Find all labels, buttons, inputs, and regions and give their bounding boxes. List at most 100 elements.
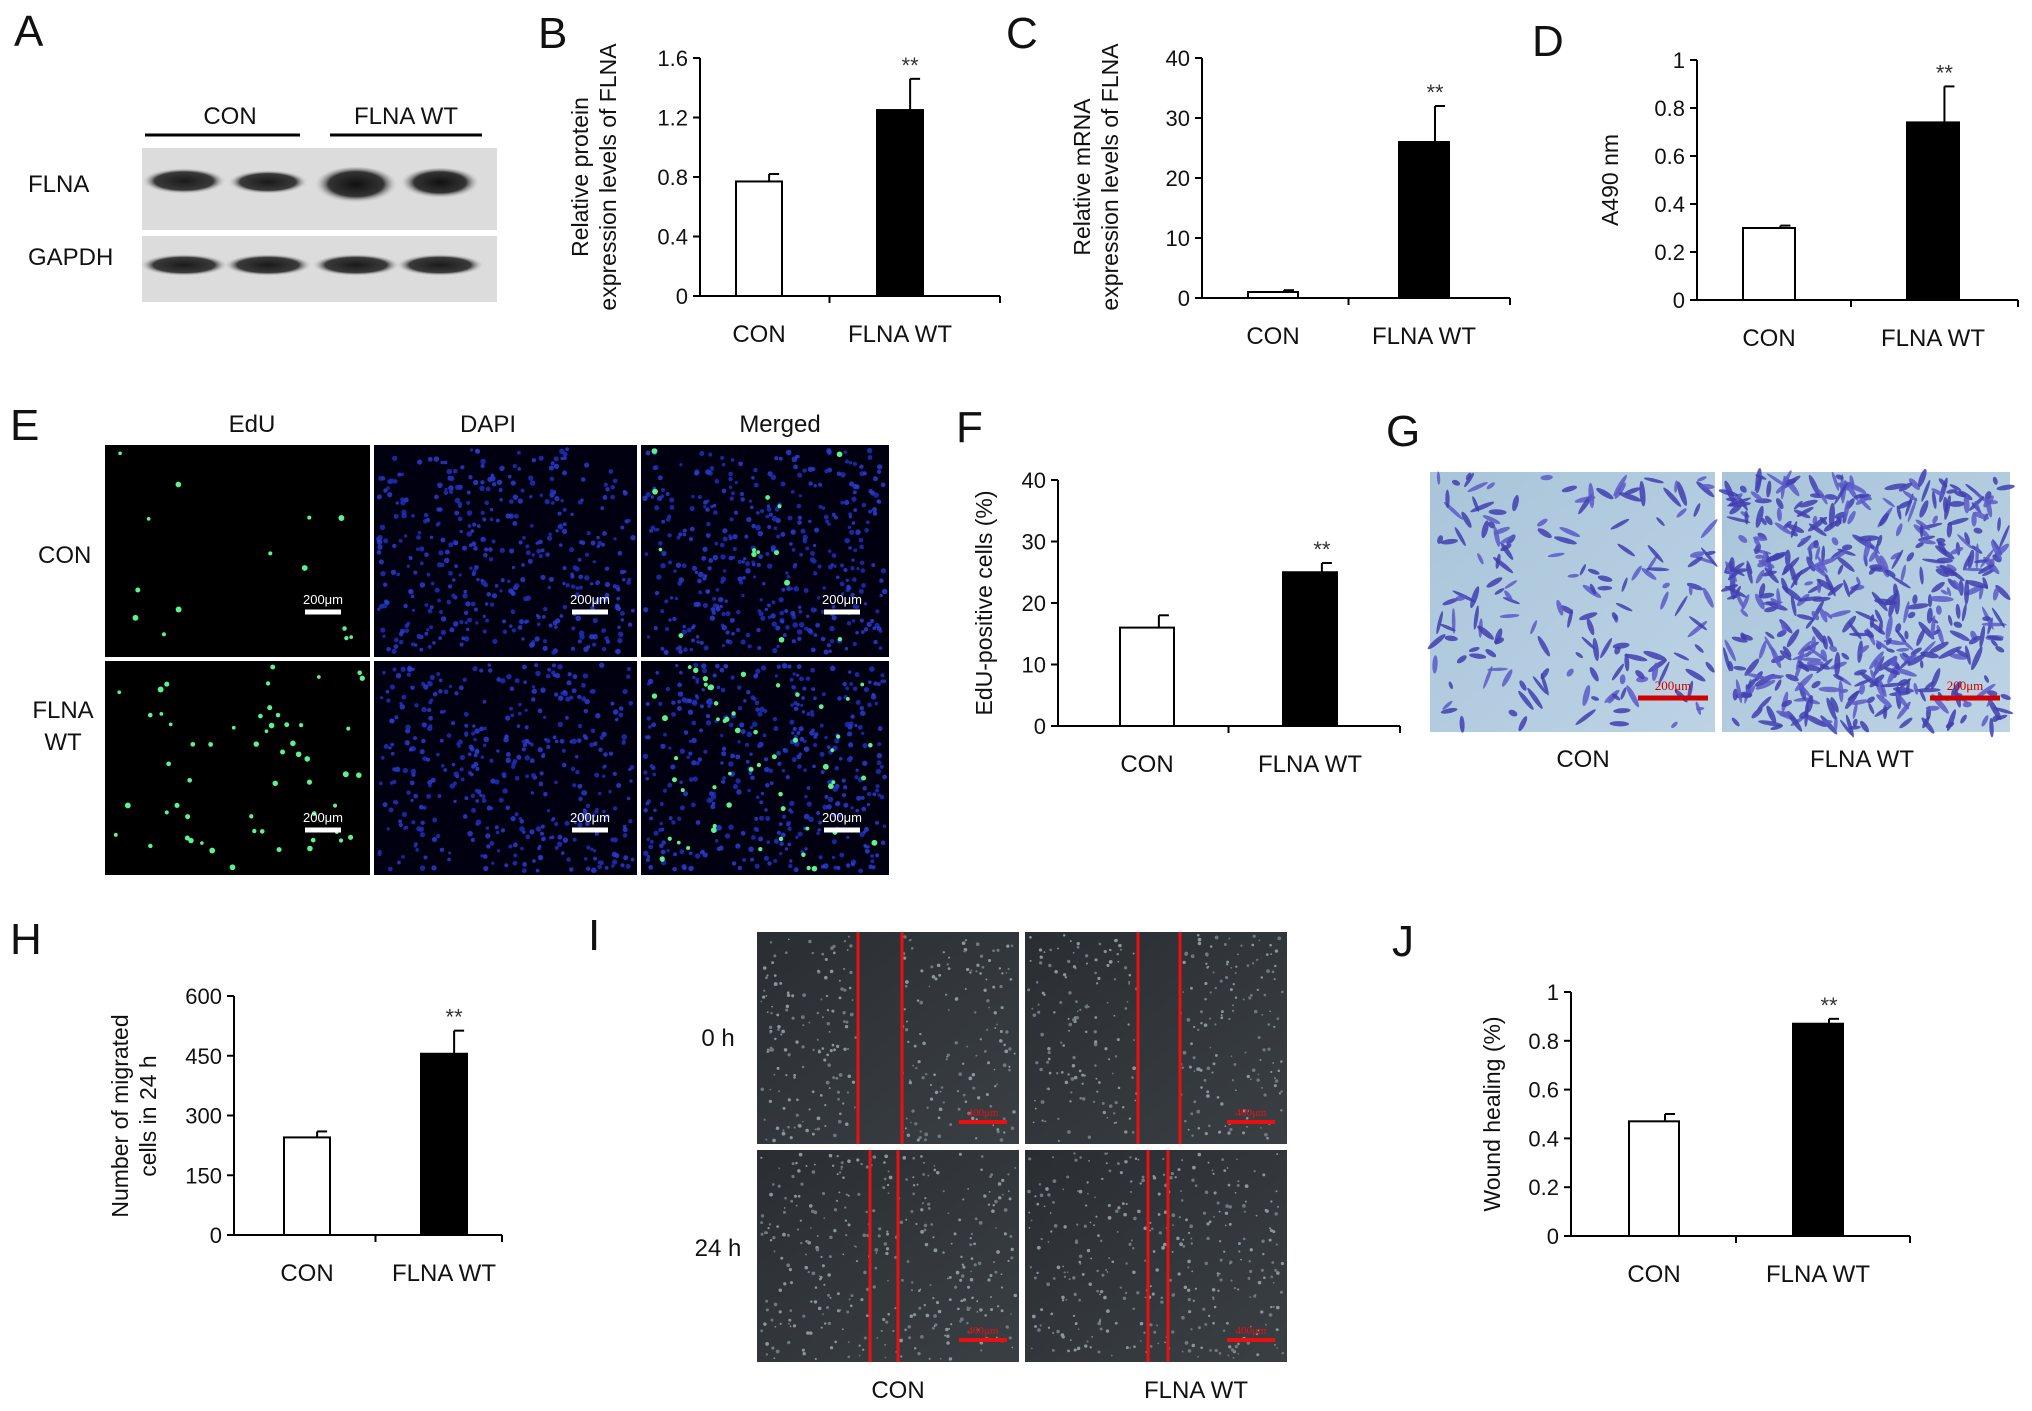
dapi-nucleus bbox=[845, 686, 850, 691]
wound-cell bbox=[1149, 1229, 1152, 1232]
wound-cell bbox=[1230, 1055, 1233, 1058]
dapi-nucleus bbox=[737, 865, 743, 871]
dapi-nucleus bbox=[598, 747, 603, 753]
dapi-nucleus bbox=[719, 604, 723, 609]
dapi-nucleus bbox=[574, 566, 580, 572]
stained-cell bbox=[1841, 544, 1853, 551]
stained-cell bbox=[1903, 601, 1910, 624]
wound-cell bbox=[809, 1331, 813, 1335]
dapi-nucleus bbox=[565, 583, 570, 588]
dapi-nucleus bbox=[410, 642, 416, 647]
stained-cell bbox=[1808, 474, 1820, 497]
wound-cell bbox=[1275, 1305, 1280, 1310]
dapi-nucleus bbox=[626, 796, 631, 801]
stained-cell bbox=[1586, 618, 1595, 636]
wound-cell bbox=[1265, 953, 1269, 956]
wound-cell bbox=[771, 1346, 775, 1350]
dapi-nucleus bbox=[661, 840, 666, 845]
dapi-nucleus bbox=[673, 852, 677, 857]
stained-cell bbox=[1896, 505, 1902, 520]
dapi-nucleus bbox=[728, 485, 733, 489]
wound-cell bbox=[1274, 1268, 1278, 1272]
dapi-nucleus bbox=[800, 528, 806, 534]
wound-cell bbox=[1200, 1086, 1203, 1089]
wound-cell bbox=[972, 1086, 976, 1090]
wound-cell bbox=[904, 1127, 907, 1130]
dapi-nucleus bbox=[701, 663, 707, 669]
stained-cell bbox=[1874, 609, 1883, 624]
wound-cell bbox=[773, 954, 777, 958]
edu-column-label-dapi: DAPI bbox=[460, 411, 516, 438]
dapi-nucleus bbox=[531, 688, 537, 695]
wound-cell bbox=[1216, 1272, 1220, 1275]
dapi-nucleus bbox=[428, 715, 433, 721]
edu-positive-nucleus bbox=[259, 829, 265, 834]
dapi-nucleus bbox=[611, 851, 618, 858]
dapi-nucleus bbox=[529, 758, 535, 764]
stained-cell bbox=[1818, 686, 1841, 693]
dapi-nucleus bbox=[423, 855, 428, 860]
dapi-nucleus bbox=[675, 663, 679, 668]
dapi-nucleus bbox=[679, 849, 685, 855]
wound-cell bbox=[883, 1177, 887, 1181]
wound-cell bbox=[765, 1353, 769, 1356]
stained-cell bbox=[1671, 721, 1678, 728]
dapi-nucleus bbox=[590, 728, 596, 734]
dapi-nucleus bbox=[428, 783, 432, 788]
stained-cell bbox=[1688, 616, 1708, 631]
edu-image-merged-con bbox=[641, 445, 889, 657]
edu-positive-nucleus bbox=[775, 683, 781, 688]
wound-cell bbox=[919, 1000, 924, 1005]
wound-cell bbox=[1110, 1354, 1113, 1357]
y-tick-label: 450 bbox=[185, 1044, 222, 1069]
stained-cell bbox=[1776, 507, 1782, 522]
dapi-nucleus bbox=[721, 746, 727, 751]
wound-cell bbox=[1010, 1313, 1012, 1315]
stained-cell bbox=[1467, 482, 1488, 493]
blot-band-gapdh-lane2 bbox=[224, 254, 312, 276]
wound-cell bbox=[1063, 1271, 1066, 1274]
wound-cell bbox=[1062, 1188, 1065, 1191]
dapi-nucleus bbox=[601, 731, 607, 737]
panel-letter-e: E bbox=[10, 401, 39, 450]
dapi-nucleus bbox=[432, 691, 438, 697]
edu-positive-nucleus bbox=[753, 729, 758, 735]
dapi-nucleus bbox=[659, 821, 664, 826]
dapi-nucleus bbox=[788, 808, 792, 812]
dapi-nucleus bbox=[397, 860, 401, 865]
wound-cell bbox=[1151, 1227, 1154, 1230]
wound-cell bbox=[1274, 1077, 1276, 1079]
wound-cell bbox=[802, 993, 806, 998]
wound-cell bbox=[1216, 1096, 1220, 1099]
stained-cell bbox=[1954, 490, 1967, 498]
y-axis-label: A490 nm bbox=[1597, 134, 1623, 226]
bar-con bbox=[1119, 626, 1175, 727]
dapi-nucleus bbox=[879, 764, 884, 769]
stained-cell bbox=[1913, 682, 1919, 695]
wound-cell bbox=[989, 1175, 992, 1179]
dapi-nucleus bbox=[460, 465, 465, 470]
stained-cell bbox=[1494, 588, 1505, 595]
dapi-nucleus bbox=[549, 492, 555, 498]
wound-cell bbox=[1105, 1268, 1108, 1271]
dapi-nucleus bbox=[448, 570, 453, 576]
wound-cell bbox=[955, 1270, 960, 1275]
dapi-nucleus bbox=[831, 615, 837, 621]
wound-cell bbox=[962, 1198, 965, 1201]
stained-cell bbox=[1754, 593, 1765, 610]
wound-cell bbox=[810, 1300, 813, 1303]
dapi-nucleus bbox=[649, 839, 654, 844]
wound-cell bbox=[1204, 1132, 1208, 1136]
wound-cell bbox=[1149, 1285, 1152, 1288]
stained-cell bbox=[1866, 696, 1875, 704]
dapi-nucleus bbox=[518, 619, 525, 625]
stained-cell bbox=[1874, 553, 1882, 566]
wound-cell bbox=[1263, 993, 1267, 997]
dapi-nucleus bbox=[813, 633, 818, 637]
wound-cell bbox=[1113, 1121, 1116, 1125]
wound-cell bbox=[1116, 952, 1119, 956]
dapi-nucleus bbox=[712, 673, 717, 678]
wound-cell bbox=[1197, 1028, 1200, 1032]
dapi-nucleus bbox=[752, 696, 757, 702]
